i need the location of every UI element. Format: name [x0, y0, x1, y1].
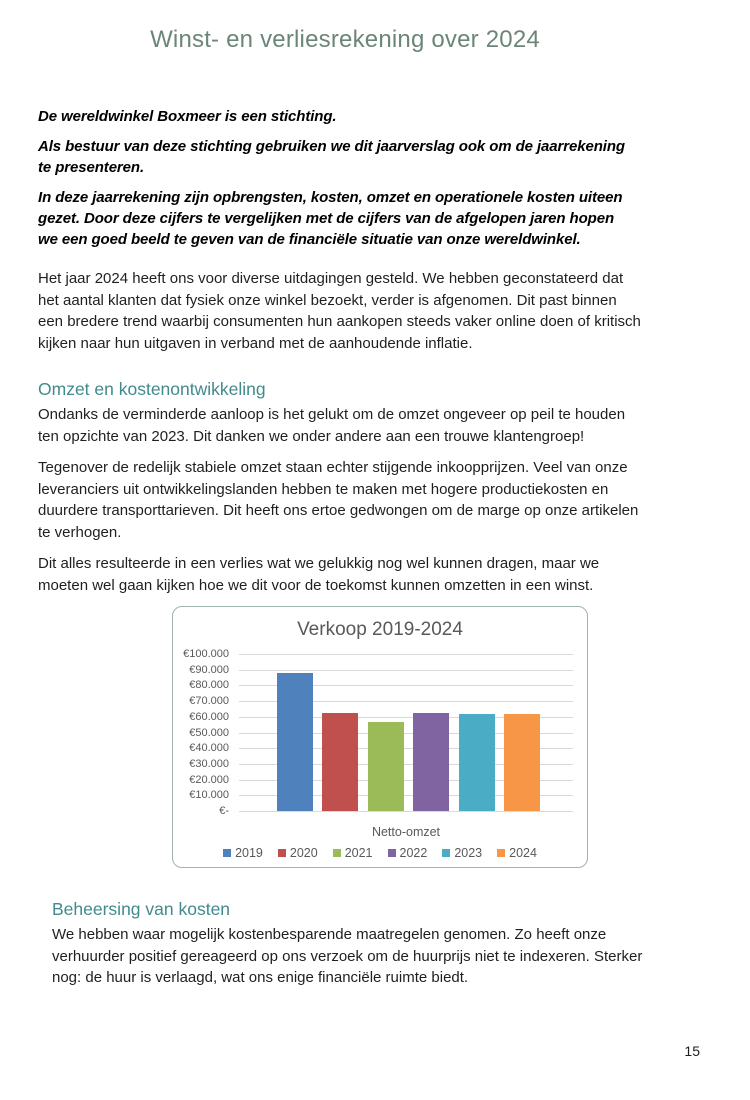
gridline: [239, 654, 573, 655]
legend-item-2023: 2023: [442, 846, 482, 860]
page-content: De wereldwinkel Boxmeer is een stichting…: [38, 106, 678, 989]
legend-swatch-icon: [223, 849, 232, 857]
gridline: [239, 669, 573, 671]
y-tick-label: €30.000: [189, 757, 229, 770]
section-paragraph: Dit alles resulteerde in een verlies wat…: [38, 555, 600, 594]
section-heading: Omzet en kostenontwikkeling: [38, 379, 266, 399]
bar-2021: [367, 721, 404, 811]
gridline: [239, 732, 573, 734]
legend-item-2024: 2024: [497, 846, 537, 860]
legend-label: 2024: [509, 846, 537, 860]
intro-paragraph: Het jaar 2024 heeft ons voor diverse uit…: [38, 270, 641, 352]
chart-plot-inner: [239, 654, 573, 812]
section-paragraph: We hebben waar mogelijk kostenbesparende…: [52, 926, 643, 986]
legend-swatch-icon: [277, 849, 286, 857]
legend-label: 2021: [344, 846, 373, 860]
intro-block: De wereldwinkel Boxmeer is een stichting…: [38, 106, 678, 250]
y-tick-label: €90.000: [189, 663, 229, 676]
bar-2023: [458, 713, 495, 811]
gridline: [239, 716, 573, 718]
y-tick-label: €20.000: [189, 773, 229, 786]
section-kosten: Beheersing van kosten We hebben waar mog…: [52, 899, 678, 989]
legend-swatch-icon: [497, 849, 506, 857]
legend-label: 2020: [289, 846, 318, 860]
sales-bar-chart: Verkoop 2019-2024 €100.000 €90.000 €80.000…: [172, 606, 588, 868]
bar-2020: [322, 712, 359, 811]
y-tick-label: €50.000: [189, 726, 229, 739]
legend-label: 2023: [454, 846, 483, 860]
y-tick-label: €100.000: [183, 648, 229, 660]
section-paragraph: Tegenover de redelijk stabiele omzet sta…: [38, 459, 639, 541]
gridline: [239, 763, 573, 765]
gridline: [239, 795, 573, 797]
legend-label: 2022: [399, 846, 428, 860]
page-title: Winst- en verliesrekening over 2024: [150, 26, 540, 53]
y-tick-label: €10.000: [189, 789, 229, 802]
gridline: [239, 748, 573, 750]
y-tick-label: €70.000: [189, 695, 229, 708]
legend-swatch-icon: [332, 849, 341, 857]
y-tick-label: €80.000: [189, 679, 229, 692]
legend-item-2022: 2022: [387, 846, 428, 860]
intro-bold-paragraph: De wereldwinkel Boxmeer is een stichting…: [38, 108, 337, 125]
legend-item-2019: 2019: [223, 846, 263, 860]
section-paragraph: Ondanks de verminderde aanloop is het ge…: [38, 406, 626, 445]
y-tick-label: €-: [219, 805, 229, 817]
bar-2022: [413, 712, 450, 811]
gridline: [239, 701, 573, 703]
intro-bold-paragraph: In deze jaarrekening zijn opbrengsten, k…: [38, 189, 623, 248]
chart-x-axis-label: Netto-omzet: [371, 825, 441, 839]
legend-item-2021: 2021: [332, 846, 373, 860]
bar-2024: [503, 713, 540, 811]
legend-swatch-icon: [442, 849, 451, 857]
gridline: [239, 685, 573, 687]
chart-legend: 2019 2020 2021 2022 2023 2024: [173, 846, 587, 860]
chart-y-axis: €100.000 €90.000 €80.000 €70.000 €60.000 €50.…: [173, 648, 233, 817]
intro-bold-paragraph: Als bestuur van deze stichting gebruiken…: [38, 138, 625, 176]
y-tick-label: €40.000: [189, 742, 229, 755]
chart-bars: [277, 654, 540, 811]
chart-plot-area: €100.000 €90.000 €80.000 €70.000 €60.000 €50.…: [173, 648, 587, 817]
legend-label: 2019: [235, 846, 263, 860]
gridline: [239, 779, 573, 781]
gridline: [239, 811, 573, 812]
page-number: 15: [684, 1043, 700, 1059]
legend-item-2020: 2020: [277, 846, 318, 860]
y-tick-label: €60.000: [189, 710, 229, 723]
legend-swatch-icon: [387, 849, 396, 857]
bar-2019: [277, 672, 313, 811]
section-heading: Beheersing van kosten: [52, 899, 231, 919]
section-omzet: Omzet en kostenontwikkeling Ondanks de v…: [38, 379, 678, 868]
chart-title: Verkoop 2019-2024: [297, 619, 463, 640]
